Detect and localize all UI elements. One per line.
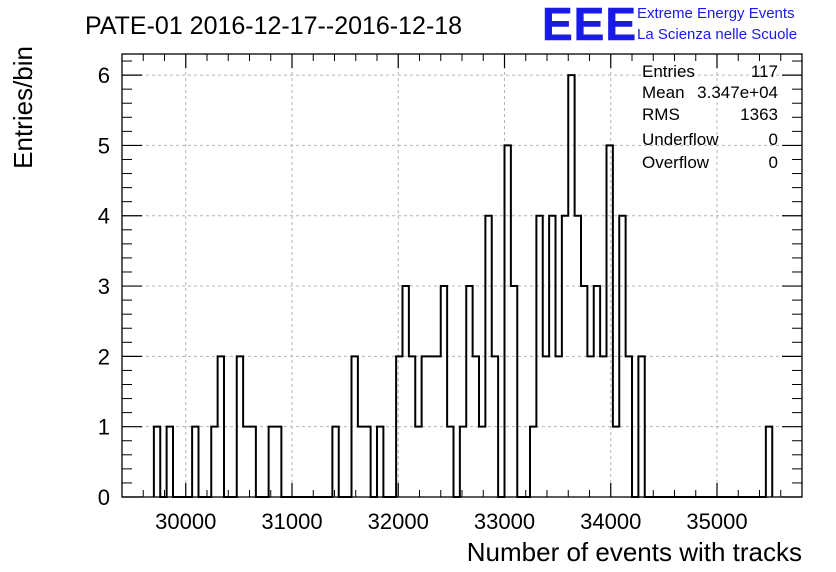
histogram-series <box>152 74 774 498</box>
stats-mean-label: Mean <box>642 83 685 102</box>
y-tick-label: 2 <box>98 344 110 369</box>
chart-title: PATE-01 2016-12-17--2016-12-18 <box>85 12 462 40</box>
y-tick-label: 3 <box>98 274 110 299</box>
x-tick-label: 32000 <box>368 509 429 534</box>
stats-overflow-value: 0 <box>769 153 778 172</box>
x-tick-label: 31000 <box>261 509 322 534</box>
y-tick-label: 6 <box>98 63 110 88</box>
x-tick-label: 35000 <box>686 509 747 534</box>
logo-line-1: Extreme Energy Events <box>637 5 795 22</box>
y-tick-label: 4 <box>98 204 110 229</box>
x-tick-labels: 30000 31000 32000 33000 34000 35000 <box>155 509 747 534</box>
stats-entries-value: 117 <box>751 62 778 81</box>
stats-mean-value: 3.347e+04 <box>697 83 778 102</box>
y-axis-label: Entries/bin <box>8 46 38 169</box>
stats-underflow-label: Underflow <box>642 130 719 149</box>
stats-rms-label: RMS <box>642 105 680 124</box>
stats-underflow-value: 0 <box>769 130 778 149</box>
stats-rms-value: 1363 <box>740 105 778 124</box>
logo-line-2: La Scienza nelle Scuole <box>637 26 797 43</box>
y-tick-labels: 0 1 2 3 4 5 6 <box>98 63 110 510</box>
x-tick-label: 34000 <box>580 509 641 534</box>
eee-logo-mark: EEE <box>542 0 637 50</box>
x-tick-label: 33000 <box>474 509 535 534</box>
axis-ticks <box>121 54 803 498</box>
y-tick-label: 0 <box>98 485 110 510</box>
x-tick-label: 30000 <box>155 509 216 534</box>
stats-box: Entries 117 Mean 3.347e+04 RMS 1363 Unde… <box>642 62 778 172</box>
y-tick-label: 1 <box>98 415 110 440</box>
stats-entries-label: Entries <box>642 62 695 81</box>
y-tick-label: 5 <box>98 133 110 158</box>
grid-lines <box>122 54 802 497</box>
stats-overflow-label: Overflow <box>642 153 710 172</box>
x-axis-label: Number of events with tracks <box>467 537 802 567</box>
